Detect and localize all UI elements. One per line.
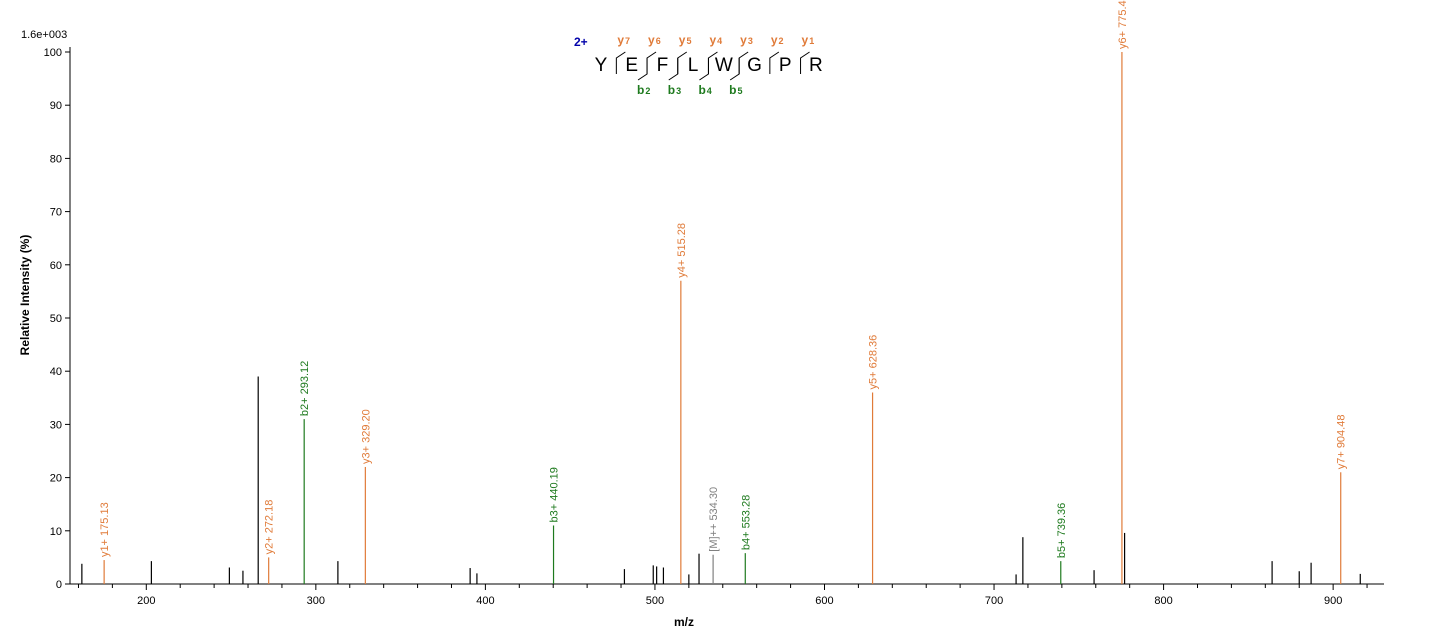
peak-label: y5+ 628.36 (868, 335, 880, 390)
b-ion-bracket (699, 58, 709, 81)
y-ion-label: y6 (648, 33, 661, 47)
peak-label: [M]++ 534.30 (708, 487, 720, 552)
b-ion-bracket (729, 58, 740, 81)
y-tick-label: 50 (50, 313, 62, 325)
x-tick-label: 500 (646, 595, 664, 607)
axes: 0 10 20 30 40 50 60 70 80 90 100 200 300 400 500 600 700… (44, 47, 1384, 607)
b-ion-number: 4 (707, 86, 712, 96)
y-ion-bracket (800, 51, 810, 74)
x-tick-label: 900 (1324, 595, 1342, 607)
sequence-residue: Y (595, 55, 608, 76)
y-tick-label: 100 (44, 47, 62, 59)
y-ion-label: y4 (709, 33, 722, 47)
y-axis-title: Relative Intensity (%) (18, 235, 32, 356)
sequence-residue: L (688, 55, 699, 76)
b-ion-label: b3 (668, 83, 681, 97)
sequence-residue: P (779, 55, 792, 76)
intensity-scale-label: 1.6e+003 (21, 29, 67, 41)
x-tick-label: 400 (476, 595, 494, 607)
y-ion-bracket (677, 51, 688, 74)
b-ion-number: 2 (645, 86, 650, 96)
y-ion-bracket (615, 51, 626, 74)
x-axis-title: m/z (674, 615, 694, 629)
sequence-residue: F (657, 55, 669, 76)
y-ion-label: y5 (679, 33, 692, 47)
peak-label: b5+ 739.36 (1056, 503, 1068, 558)
y-ion-bracket (646, 51, 657, 74)
b-ion-label: b2 (637, 83, 650, 97)
y-tick-label: 60 (50, 260, 62, 272)
peak-label: y3+ 329.20 (360, 409, 372, 464)
peak-label: b4+ 553.28 (740, 495, 752, 550)
y-ion-number: 6 (656, 36, 661, 46)
b-ion-bracket (668, 58, 679, 81)
y-ion-number: 4 (717, 36, 722, 46)
x-tick-label: 600 (815, 595, 833, 607)
sequence-residue: W (715, 55, 733, 76)
sequence-residue: R (809, 55, 823, 76)
y-ion-number: 3 (748, 36, 753, 46)
b-ion-label: b5 (729, 83, 742, 97)
peptide-sequence-annotation: 2+ Y E F L W G P Ry7 y6 y5 y4 y3 y2 y1 b2 b3 b4 b5 (574, 33, 823, 97)
y-tick-label: 70 (50, 207, 62, 219)
y-tick-label: 0 (56, 579, 62, 591)
y-ion-number: 2 (779, 36, 784, 46)
y-ion-label: y1 (802, 33, 815, 47)
y-tick-label: 80 (50, 153, 62, 165)
peak-label: b2+ 293.12 (299, 361, 311, 416)
charge-state: 2+ (574, 35, 588, 49)
y-tick-label: 40 (50, 366, 62, 378)
peaks-group (81, 52, 1361, 584)
x-tick-label: 300 (307, 595, 325, 607)
y-tick-label: 10 (50, 526, 62, 538)
peak-label: y7+ 904.48 (1336, 415, 1348, 470)
b-ion-bracket (637, 58, 648, 81)
b-ion-label: b4 (698, 83, 711, 97)
y-ion-number: 7 (625, 36, 630, 46)
y-ion-bracket (769, 51, 780, 74)
peak-label: y6+ 775.43 (1117, 0, 1129, 49)
y-ion-number: 5 (686, 36, 691, 46)
b-ion-number: 5 (737, 86, 742, 96)
y-ion-label: y2 (771, 33, 784, 47)
peak-labels-group: y1+ 175.13 y2+ 272.18 b2+ 293.12 y3+ 329.20… (99, 0, 1348, 558)
peak-label: y2+ 272.18 (264, 500, 276, 555)
peak-label: y1+ 175.13 (99, 502, 111, 557)
y-tick-label: 20 (50, 473, 62, 485)
y-tick-label: 90 (50, 100, 62, 112)
sequence-residue: G (747, 55, 762, 76)
x-tick-label: 700 (985, 595, 1003, 607)
y-ion-label: y3 (740, 33, 753, 47)
x-tick-label: 800 (1154, 595, 1172, 607)
peak-label: b3+ 440.19 (549, 467, 561, 522)
x-tick-label: 200 (137, 595, 155, 607)
peak-label: y4+ 515.28 (676, 223, 688, 278)
y-tick-label: 30 (50, 419, 62, 431)
y-ion-label: y7 (617, 33, 630, 47)
sequence-residue: E (625, 55, 638, 76)
b-ion-number: 3 (676, 86, 681, 96)
y-ion-number: 1 (809, 36, 814, 46)
